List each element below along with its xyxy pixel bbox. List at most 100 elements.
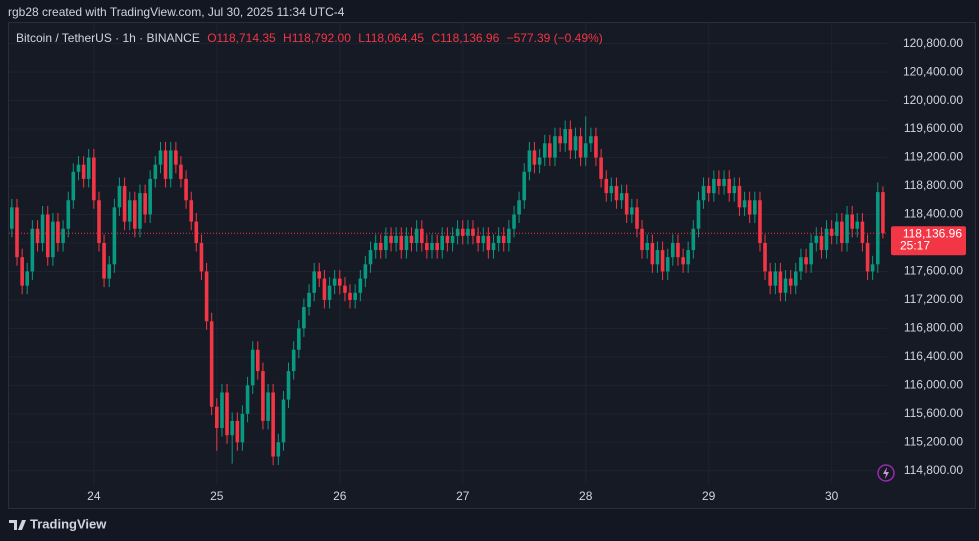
candle-body [670, 242, 675, 258]
legend-key: C [431, 31, 440, 45]
candle-body [563, 129, 567, 144]
candle-body [76, 164, 81, 172]
candle-body [194, 221, 199, 243]
legend-value: 118,064.45 [365, 31, 424, 45]
legend-change: −577.39 (−0.49%) [507, 31, 603, 45]
x-tick-label: 24 [87, 489, 101, 503]
candle-body [712, 178, 716, 194]
candle-body [435, 242, 439, 251]
candle-body [102, 242, 106, 279]
candle-body [599, 157, 603, 179]
candle-body [430, 242, 434, 251]
candle-body [727, 178, 732, 194]
chart-pane [8, 22, 976, 509]
candle-body [61, 228, 65, 243]
x-tick-label: 29 [702, 489, 716, 503]
candle-body [40, 214, 45, 243]
candle-body [604, 178, 609, 194]
x-tick-label: 27 [456, 489, 470, 503]
candle-body [455, 228, 460, 236]
candle-body [286, 371, 291, 400]
candle-body [865, 242, 870, 272]
y-tick-label: 118,800.00 [904, 178, 963, 192]
candle-body [568, 129, 573, 151]
candle-body [481, 235, 486, 243]
candle-body [235, 420, 240, 443]
candle-body [778, 271, 783, 293]
candle-body [466, 228, 470, 236]
candle-body [245, 385, 250, 414]
candle-body [71, 171, 76, 201]
candle-body [819, 235, 824, 251]
candle-body [583, 143, 588, 158]
candle-body [189, 200, 194, 222]
candle-body [148, 178, 152, 215]
candle-body [742, 200, 747, 208]
candle-body [696, 200, 701, 229]
candle-body [496, 235, 501, 243]
candle-body [860, 221, 865, 243]
candle-body [163, 150, 168, 179]
legend-key: H [283, 31, 292, 45]
y-tick-label: 116,000.00 [904, 378, 963, 392]
x-tick-label: 28 [579, 489, 593, 503]
candle-body [645, 242, 650, 251]
candle-body [35, 228, 40, 243]
candle-body [250, 349, 255, 386]
candle-body [420, 228, 424, 243]
candle-body [220, 392, 224, 429]
candle-body [788, 278, 793, 286]
candle-body [609, 186, 614, 194]
candle-body [537, 157, 542, 165]
candle-body [337, 278, 342, 286]
candle-body [215, 406, 219, 429]
legend: Bitcoin / TetherUS · 1h · BINANCE O118,7… [16, 31, 603, 45]
candle-body [655, 250, 660, 265]
candle-body [665, 257, 670, 272]
candle-body [276, 442, 281, 457]
candle-body [471, 228, 475, 236]
candle-body [425, 242, 429, 251]
candle-body [378, 242, 383, 251]
candle-body [291, 349, 296, 372]
candle-body [307, 292, 311, 308]
candle-body [127, 200, 132, 222]
candle-body [573, 136, 578, 151]
plot [9, 23, 887, 485]
candle-body [507, 228, 511, 243]
candle-body [829, 228, 834, 236]
footer-logo [9, 520, 26, 530]
candle-body [640, 228, 644, 251]
candle-body [368, 250, 373, 265]
candle-body [440, 235, 445, 251]
candle-body [409, 235, 414, 243]
candle-body [92, 157, 96, 201]
candle-body [737, 186, 742, 208]
candle-body [783, 278, 788, 293]
candle-body [686, 250, 690, 265]
y-tick-label: 119,200.00 [904, 150, 963, 164]
candle-body [255, 349, 260, 372]
candle-body [363, 264, 368, 279]
candle-body [266, 392, 270, 421]
candle-body [875, 192, 880, 265]
y-tick-label: 116,800.00 [904, 321, 963, 335]
y-tick-label: 120,800.00 [903, 36, 963, 50]
candle-body [701, 186, 706, 201]
candle-body [870, 264, 875, 272]
x-tick-label: 26 [333, 489, 347, 503]
candle-body [317, 271, 322, 279]
candle-body [522, 171, 527, 201]
candle-body [630, 207, 634, 215]
candle-body [209, 321, 214, 407]
candle-body [404, 235, 409, 251]
candle-body [548, 143, 552, 158]
candle-body [51, 221, 55, 258]
y-tick-label: 114,800.00 [904, 463, 963, 477]
candle-body [594, 136, 598, 158]
y-tick-label: 120,000.00 [903, 93, 963, 107]
candle-body [10, 207, 14, 229]
y-tick-label: 117,200.00 [904, 292, 963, 306]
candle-body [15, 207, 19, 258]
legend-value: 118,714.35 [217, 31, 276, 45]
